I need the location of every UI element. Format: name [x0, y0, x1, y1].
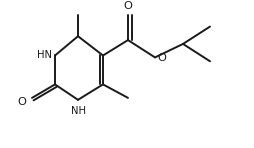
Text: HN: HN	[37, 50, 52, 61]
Text: NH: NH	[71, 106, 86, 116]
Text: O: O	[17, 97, 26, 107]
Text: O: O	[123, 1, 132, 11]
Text: O: O	[157, 53, 166, 63]
